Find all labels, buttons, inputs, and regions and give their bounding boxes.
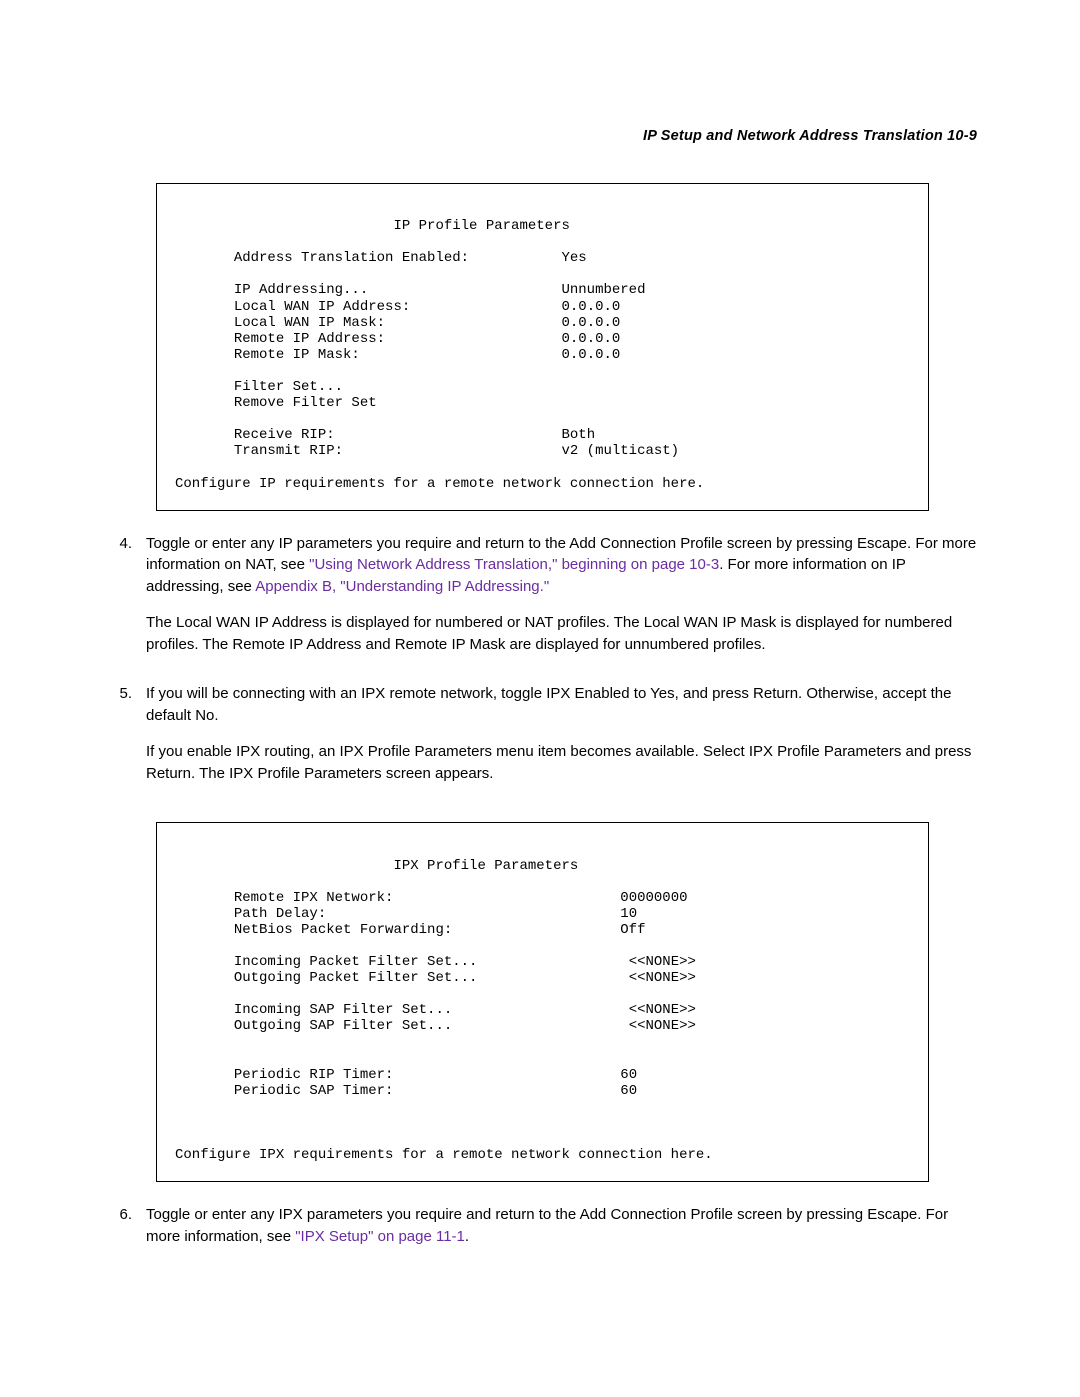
terminal1-row: Address Translation Enabled: Yes (175, 250, 587, 266)
step-5: 5. If you will be connecting with an IPX… (100, 683, 985, 798)
step5-para2: If you enable IPX routing, an IPX Profil… (146, 741, 985, 785)
terminal2-row: Outgoing SAP Filter Set... <<NONE>> (175, 1018, 696, 1034)
step4-para1: Toggle or enter any IP parameters you re… (146, 533, 985, 598)
terminal2-row: Incoming SAP Filter Set... <<NONE>> (175, 1002, 696, 1018)
page-header: IP Setup and Network Address Translation… (100, 126, 985, 147)
terminal2-row: Periodic RIP Timer: 60 (175, 1067, 637, 1083)
step6-text: . (465, 1228, 469, 1245)
terminal1-row: Local WAN IP Mask: 0.0.0.0 (175, 315, 620, 331)
terminal1-row: Receive RIP: Both (175, 427, 595, 443)
step6-para1: Toggle or enter any IPX parameters you r… (146, 1204, 985, 1248)
terminal1-row: Local WAN IP Address: 0.0.0.0 (175, 299, 620, 315)
terminal1-title: IP Profile Parameters (175, 218, 570, 234)
ip-profile-terminal: IP Profile Parameters Address Translatio… (156, 183, 929, 511)
nat-link[interactable]: "Using Network Address Translation," beg… (309, 556, 719, 573)
step6-text: Toggle or enter any IPX parameters you r… (146, 1206, 948, 1245)
step-number: 5. (100, 683, 146, 798)
terminal2-title: IPX Profile Parameters (175, 858, 578, 874)
step-6: 6. Toggle or enter any IPX parameters yo… (100, 1204, 985, 1262)
step-number: 6. (100, 1204, 146, 1262)
terminal1-row: Remove Filter Set (175, 395, 377, 411)
step-body: If you will be connecting with an IPX re… (146, 683, 985, 798)
page: IP Setup and Network Address Translation… (0, 0, 1080, 1397)
step-number: 4. (100, 533, 146, 670)
terminal1-footer: Configure IP requirements for a remote n… (175, 476, 704, 492)
step-body: Toggle or enter any IPX parameters you r… (146, 1204, 985, 1262)
terminal1-row: Transmit RIP: v2 (multicast) (175, 443, 679, 459)
ipx-profile-terminal: IPX Profile Parameters Remote IPX Networ… (156, 822, 929, 1182)
terminal2-row: NetBios Packet Forwarding: Off (175, 922, 646, 938)
terminal1-row: IP Addressing... Unnumbered (175, 282, 645, 298)
terminal2-footer: Configure IPX requirements for a remote … (175, 1147, 713, 1163)
step4-para2: The Local WAN IP Address is displayed fo… (146, 612, 985, 656)
terminal2-row: Outgoing Packet Filter Set... <<NONE>> (175, 970, 696, 986)
ipx-setup-link[interactable]: "IPX Setup" on page 11-1 (295, 1228, 465, 1245)
terminal2-row: Path Delay: 10 (175, 906, 637, 922)
terminal1-row: Remote IP Mask: 0.0.0.0 (175, 347, 620, 363)
terminal1-row: Filter Set... (175, 379, 343, 395)
ip-addressing-link[interactable]: Appendix B, "Understanding IP Addressing… (255, 578, 549, 595)
step-4: 4. Toggle or enter any IP parameters you… (100, 533, 985, 670)
terminal2-row: Periodic SAP Timer: 60 (175, 1083, 637, 1099)
step-body: Toggle or enter any IP parameters you re… (146, 533, 985, 670)
terminal2-row: Incoming Packet Filter Set... <<NONE>> (175, 954, 696, 970)
step5-para1: If you will be connecting with an IPX re… (146, 683, 985, 727)
terminal1-row: Remote IP Address: 0.0.0.0 (175, 331, 620, 347)
terminal2-row: Remote IPX Network: 00000000 (175, 890, 688, 906)
